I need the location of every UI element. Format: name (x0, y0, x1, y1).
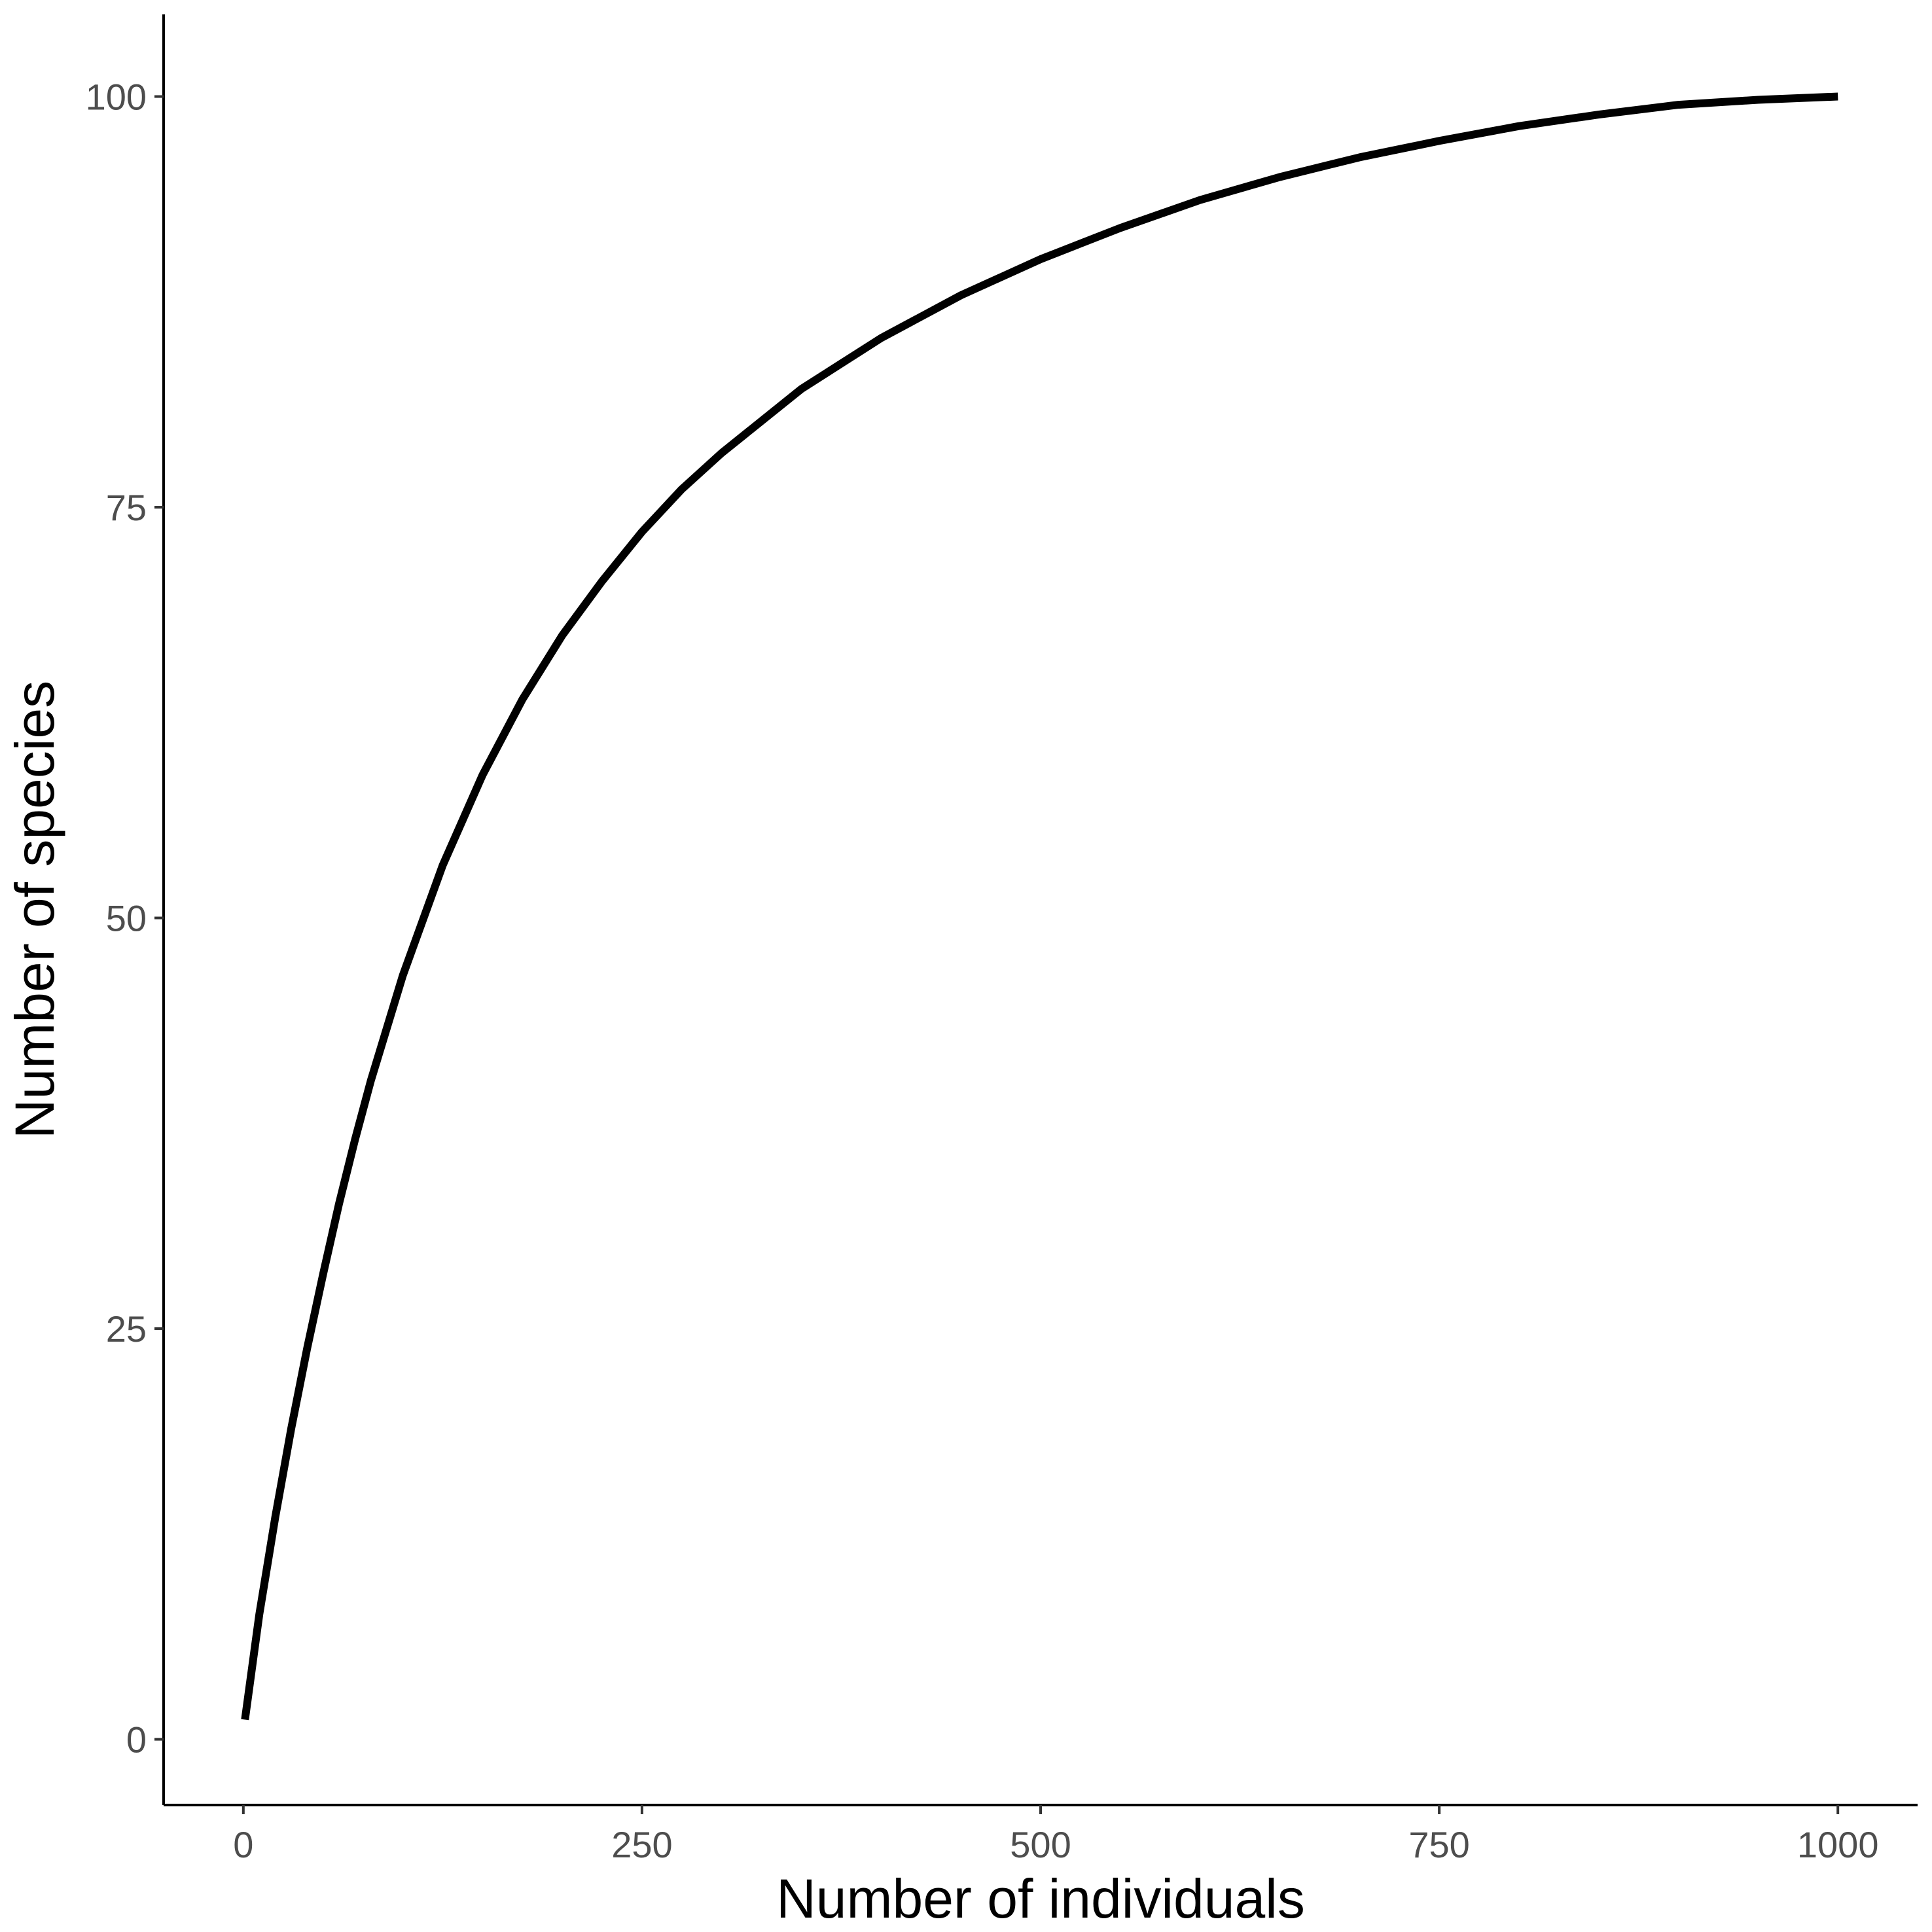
x-tick-label: 500 (1010, 1824, 1071, 1865)
x-axis-title: Number of individuals (776, 1868, 1305, 1929)
series-line (241, 92, 1838, 1721)
x-tick-label: 250 (611, 1824, 672, 1865)
y-axis-ticks: 0 25 50 75 100 (86, 77, 164, 1761)
y-tick-label: 50 (106, 898, 147, 939)
x-tick-label: 750 (1408, 1824, 1469, 1865)
y-axis-title: Number of species (4, 681, 65, 1139)
y-tick-label: 25 (106, 1308, 147, 1350)
x-tick-label: 0 (233, 1824, 253, 1865)
plot-area (241, 92, 1838, 1721)
y-tick-label: 0 (126, 1719, 147, 1761)
y-tick-label: 100 (86, 77, 147, 118)
y-tick-label: 75 (106, 487, 147, 528)
x-axis-ticks: 0 250 500 750 1000 (233, 1805, 1878, 1865)
x-tick-label: 1000 (1797, 1824, 1879, 1865)
